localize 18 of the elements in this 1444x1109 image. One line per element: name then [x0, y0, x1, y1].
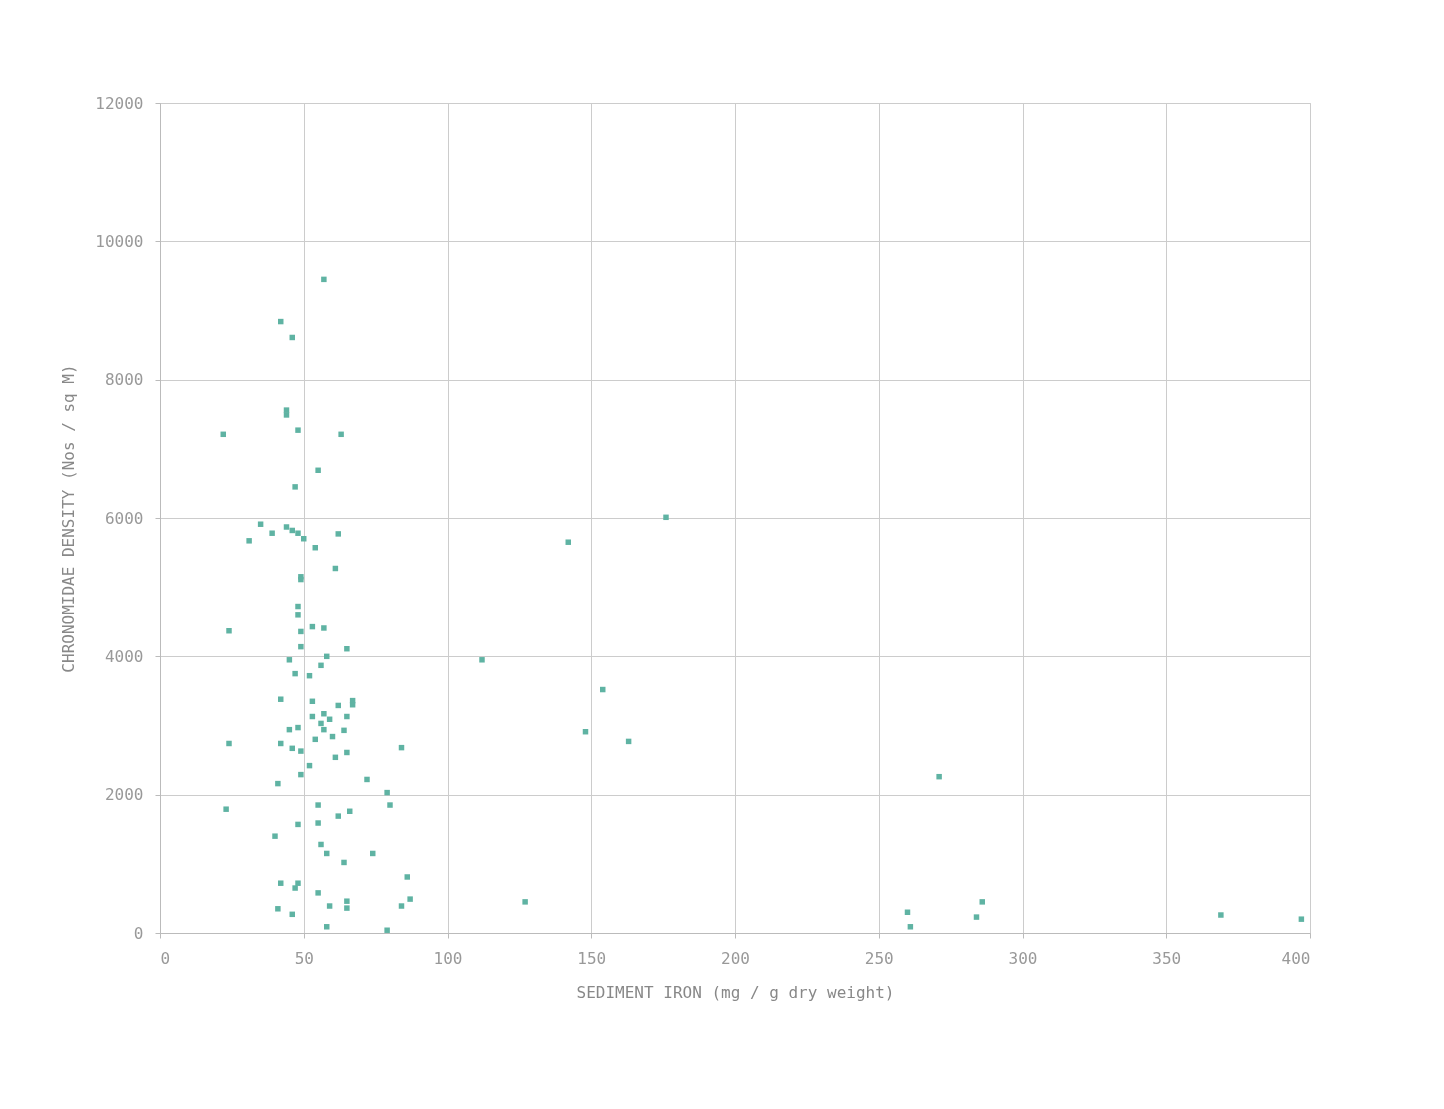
y-tick-label: 10000 [95, 231, 144, 251]
y-tick-label: 6000 [104, 508, 144, 528]
x-tick-label: 250 [864, 948, 894, 968]
y-tick-label: 4000 [104, 646, 144, 666]
x-tick-label: 150 [577, 948, 607, 968]
y-tick-label: 8000 [104, 370, 144, 390]
x-tick-label: 0 [160, 948, 171, 968]
y-tick-label: 0 [133, 923, 144, 943]
x-axis-title: SEDIMENT IRON (mg / g dry weight) [576, 982, 895, 1002]
y-tick-label: 12000 [95, 93, 144, 113]
x-tick-label: 400 [1281, 948, 1311, 968]
x-tick-label: 300 [1008, 948, 1038, 968]
x-tick-label: 50 [294, 948, 314, 968]
x-tick-label: 350 [1152, 948, 1182, 968]
y-tick-label: 2000 [104, 785, 144, 805]
x-tick-label: 100 [433, 948, 463, 968]
x-tick-label: 200 [721, 948, 750, 968]
y-axis-title: CHRONOMIDAE DENSITY (Nos / sq M) [59, 364, 79, 673]
